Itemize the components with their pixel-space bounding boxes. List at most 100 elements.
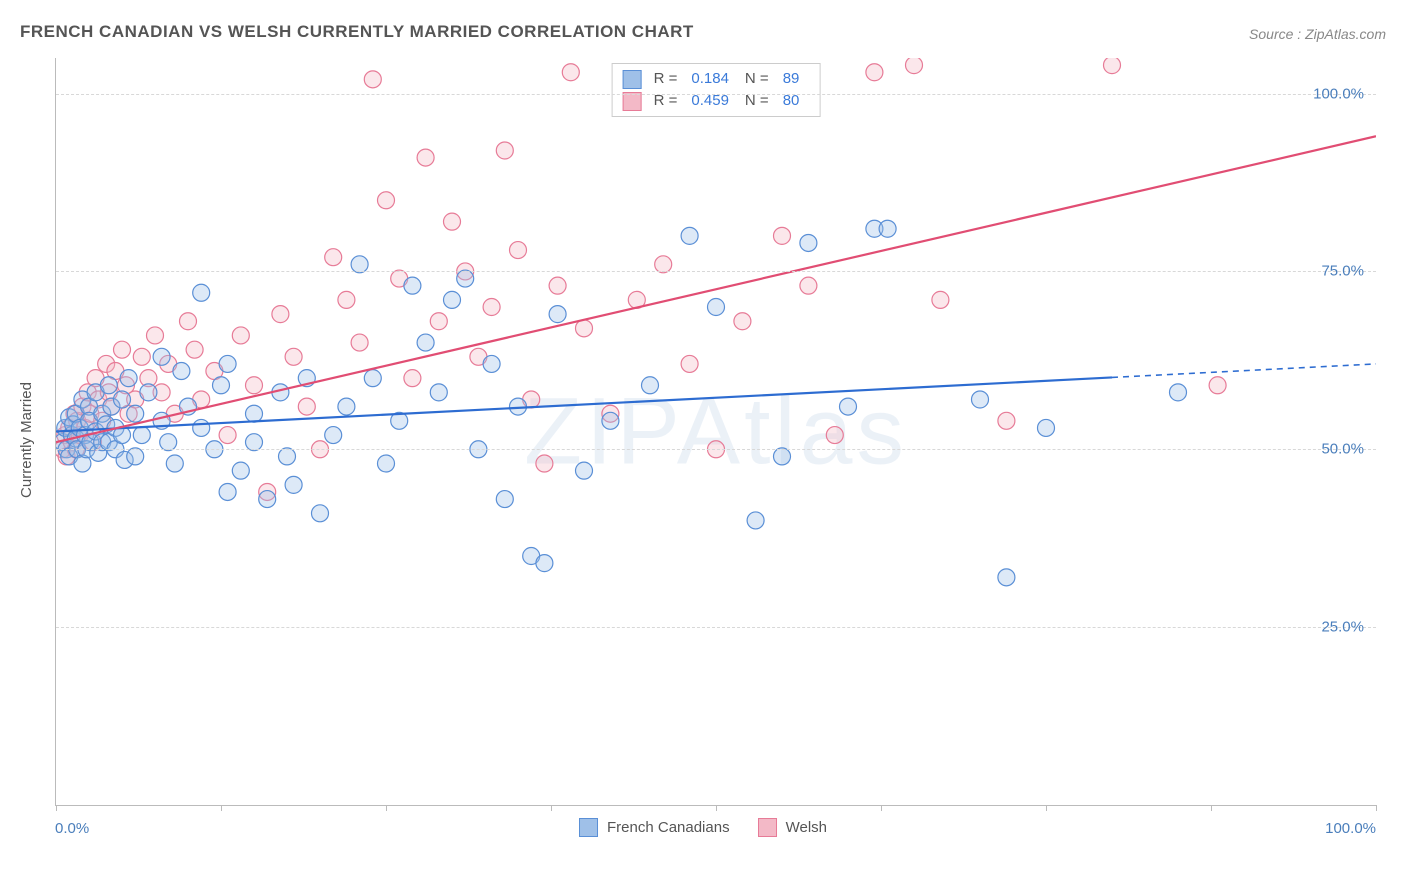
data-point [378, 455, 395, 472]
data-point [272, 306, 289, 323]
data-point [246, 377, 263, 394]
data-point [160, 434, 177, 451]
data-point [496, 491, 513, 508]
data-point [186, 341, 203, 358]
data-point [285, 348, 302, 365]
data-point [800, 234, 817, 251]
legend-item-welsh: Welsh [758, 818, 827, 837]
data-point [536, 555, 553, 572]
data-point [681, 355, 698, 372]
data-point [774, 227, 791, 244]
data-point [826, 427, 843, 444]
data-point [457, 270, 474, 287]
n-label: N = [745, 68, 769, 90]
data-point [338, 398, 355, 415]
data-point [1209, 377, 1226, 394]
gridline [56, 627, 1376, 628]
y-tick-label: 100.0% [1313, 85, 1364, 102]
data-point [246, 405, 263, 422]
source-name: ZipAtlas.com [1305, 26, 1386, 42]
legend-item-fc: French Canadians [579, 818, 730, 837]
x-tick [386, 805, 387, 811]
data-point [496, 142, 513, 159]
y-tick-label: 75.0% [1321, 263, 1364, 280]
data-point [866, 64, 883, 81]
swatch-fc [623, 70, 642, 89]
data-point [364, 370, 381, 387]
x-tick [1211, 805, 1212, 811]
data-point [1038, 419, 1055, 436]
x-axis-label-0: 0.0% [55, 820, 89, 837]
data-point [351, 256, 368, 273]
x-tick [881, 805, 882, 811]
data-point [127, 405, 144, 422]
regression-line-extrap [1112, 364, 1376, 378]
data-point [298, 398, 315, 415]
data-point [193, 419, 210, 436]
data-point [378, 192, 395, 209]
data-point [576, 462, 593, 479]
data-point [1104, 58, 1121, 74]
data-point [998, 412, 1015, 429]
data-point [166, 455, 183, 472]
gridline [56, 449, 1376, 450]
data-point [800, 277, 817, 294]
y-axis-title: Currently Married [18, 382, 35, 498]
data-point [127, 448, 144, 465]
data-point [576, 320, 593, 337]
legend-label-welsh: Welsh [786, 819, 827, 836]
data-point [747, 512, 764, 529]
data-point [133, 348, 150, 365]
x-tick [221, 805, 222, 811]
y-tick-label: 25.0% [1321, 619, 1364, 636]
data-point [246, 434, 263, 451]
y-tick-label: 50.0% [1321, 441, 1364, 458]
data-point [932, 291, 949, 308]
x-tick [1046, 805, 1047, 811]
r-value-fc: 0.184 [691, 68, 729, 90]
data-point [879, 220, 896, 237]
data-point [510, 242, 527, 259]
x-tick [716, 805, 717, 811]
data-point [219, 427, 236, 444]
x-tick [56, 805, 57, 811]
data-point [285, 476, 302, 493]
data-point [681, 227, 698, 244]
data-point [417, 149, 434, 166]
legend-label-fc: French Canadians [607, 819, 730, 836]
data-point [972, 391, 989, 408]
data-point [173, 363, 190, 380]
data-point [338, 291, 355, 308]
data-point [998, 569, 1015, 586]
data-point [444, 291, 461, 308]
data-point [133, 427, 150, 444]
data-point [1170, 384, 1187, 401]
source-prefix: Source : [1249, 26, 1305, 42]
data-point [259, 491, 276, 508]
data-point [444, 213, 461, 230]
data-point [417, 334, 434, 351]
data-point [232, 462, 249, 479]
data-point [120, 370, 137, 387]
data-point [483, 299, 500, 316]
data-point [708, 299, 725, 316]
data-point [219, 355, 236, 372]
gridline [56, 271, 1376, 272]
legend-swatch-welsh [758, 818, 777, 837]
gridline [56, 94, 1376, 95]
legend-bottom: French Canadians Welsh [579, 818, 827, 837]
data-point [351, 334, 368, 351]
data-point [404, 277, 421, 294]
data-point [325, 249, 342, 266]
data-point [404, 370, 421, 387]
data-point [536, 455, 553, 472]
plot-area: ZIPAtlas R = 0.184 N = 89 R = 0.459 N = … [55, 58, 1376, 806]
data-point [325, 427, 342, 444]
x-tick [1376, 805, 1377, 811]
data-point [219, 483, 236, 500]
data-point [562, 64, 579, 81]
data-point [114, 341, 131, 358]
data-point [774, 448, 791, 465]
data-point [655, 256, 672, 273]
data-point [279, 448, 296, 465]
